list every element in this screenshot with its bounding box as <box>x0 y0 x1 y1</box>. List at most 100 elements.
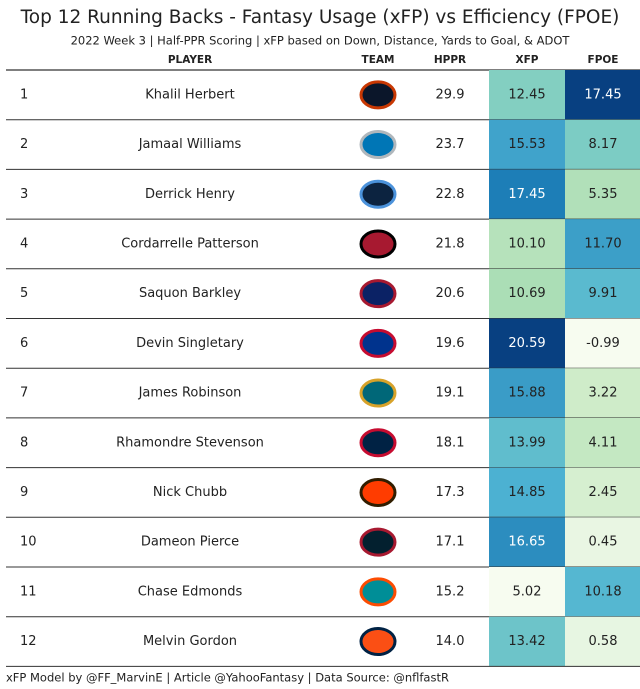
rank: 4 <box>20 236 28 251</box>
xfp-value: 10.10 <box>508 236 545 251</box>
hppr-value: 18.1 <box>436 435 465 450</box>
heat-cell <box>565 119 640 170</box>
rank: 6 <box>20 336 28 351</box>
rank: 3 <box>20 187 28 202</box>
rank: 9 <box>20 485 28 500</box>
player-name: Cordarrelle Patterson <box>121 236 259 251</box>
player-name: Saquon Barkley <box>139 286 241 301</box>
fpoe-value: 10.18 <box>584 584 621 599</box>
fpoe-value: 9.91 <box>589 286 618 301</box>
rank: 11 <box>20 584 37 599</box>
xfp-value: 17.45 <box>508 187 545 202</box>
player-name: Dameon Pierce <box>141 535 239 550</box>
heat-cell <box>489 467 565 518</box>
heat-cell <box>489 70 565 120</box>
team-logo <box>359 577 397 607</box>
subtitle: 2022 Week 3 | Half-PPR Scoring | xFP bas… <box>71 34 571 48</box>
heat-cell <box>565 169 640 220</box>
fpoe-value: 0.45 <box>589 535 618 550</box>
heat-cell <box>565 368 640 418</box>
fpoe-value: -0.99 <box>586 336 620 351</box>
hppr-value: 22.8 <box>436 187 465 202</box>
team-logo <box>359 477 397 507</box>
hppr-value: 29.9 <box>436 87 465 102</box>
fpoe-value: 0.58 <box>589 634 618 649</box>
heat-cell <box>489 517 565 567</box>
rank: 12 <box>20 634 37 649</box>
heat-cell <box>489 169 565 220</box>
xfp-value: 16.65 <box>508 535 545 550</box>
hppr-value: 20.6 <box>436 286 465 301</box>
hppr-value: 19.6 <box>436 336 465 351</box>
team-logo <box>359 130 397 160</box>
column-header: XFP <box>516 54 539 66</box>
xfp-value: 15.88 <box>508 386 545 401</box>
fpoe-value: 4.11 <box>589 435 618 450</box>
column-header: PLAYER <box>168 54 212 66</box>
player-name: Derrick Henry <box>145 187 235 202</box>
team-logo <box>359 378 397 408</box>
rank: 10 <box>20 535 37 550</box>
heat-cell <box>489 318 565 369</box>
player-name: Melvin Gordon <box>143 634 237 649</box>
hppr-value: 21.8 <box>436 236 465 251</box>
xfp-value: 15.53 <box>508 137 545 152</box>
xfp-value: 5.02 <box>513 584 542 599</box>
column-header: FPOE <box>588 54 619 66</box>
fpoe-value: 8.17 <box>589 137 618 152</box>
fpoe-value: 5.35 <box>589 187 618 202</box>
heat-cell <box>489 616 565 667</box>
team-logo <box>359 527 397 557</box>
hppr-value: 14.0 <box>436 634 465 649</box>
team-logo <box>359 80 397 110</box>
heat-cell <box>565 268 640 319</box>
heat-cell <box>565 219 640 269</box>
rank: 7 <box>20 386 28 401</box>
hppr-value: 19.1 <box>436 386 465 401</box>
player-name: James Robinson <box>138 386 242 401</box>
rank: 1 <box>20 87 28 102</box>
player-name: Jamaal Williams <box>138 137 242 152</box>
team-logo <box>359 328 397 358</box>
team-logo <box>359 179 397 209</box>
xfp-value: 20.59 <box>508 336 545 351</box>
player-name: Rhamondre Stevenson <box>116 435 264 450</box>
heat-cell <box>565 567 640 617</box>
xfp-value: 13.42 <box>508 634 545 649</box>
xfp-value: 14.85 <box>508 485 545 500</box>
heat-cell <box>489 567 565 617</box>
fpoe-value: 11.70 <box>584 236 621 251</box>
column-header: HPPR <box>434 54 466 66</box>
fpoe-value: 17.45 <box>584 87 621 102</box>
column-header: TEAM <box>362 54 395 66</box>
player-name: Nick Chubb <box>153 485 227 500</box>
player-name: Devin Singletary <box>136 336 244 351</box>
fpoe-value: 3.22 <box>589 386 618 401</box>
hppr-value: 15.2 <box>436 584 465 599</box>
heat-cell <box>489 119 565 170</box>
rank: 8 <box>20 435 28 450</box>
heat-cell <box>489 417 565 468</box>
fpoe-value: 2.45 <box>589 485 618 500</box>
rank: 2 <box>20 137 28 152</box>
heat-cell <box>565 467 640 518</box>
heat-cell <box>489 219 565 269</box>
rank: 5 <box>20 286 28 301</box>
footer: xFP Model by @FF_MarvinE | Article @Yaho… <box>6 671 449 685</box>
heat-cell <box>565 318 640 369</box>
heat-cell <box>565 517 640 567</box>
team-logo <box>359 279 397 309</box>
player-name: Khalil Herbert <box>145 87 235 102</box>
team-logo <box>359 229 397 259</box>
heat-cell <box>565 616 640 667</box>
player-name: Chase Edmonds <box>138 584 243 599</box>
xfp-value: 13.99 <box>508 435 545 450</box>
heat-cell <box>565 417 640 468</box>
team-logo <box>359 428 397 458</box>
heat-cell <box>489 268 565 319</box>
heat-cell <box>489 368 565 418</box>
team-logo <box>359 627 397 657</box>
xfp-value: 12.45 <box>508 87 545 102</box>
hppr-value: 17.3 <box>436 485 465 500</box>
